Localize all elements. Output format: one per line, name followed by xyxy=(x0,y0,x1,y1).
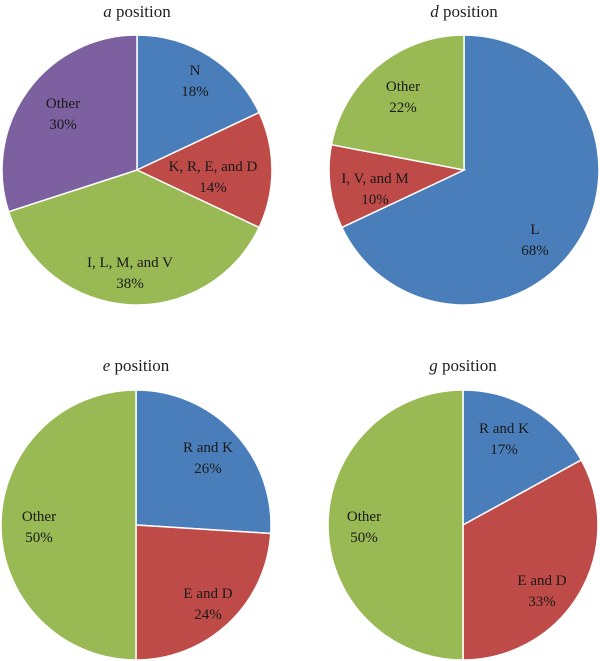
slice-category: Other xyxy=(22,509,56,525)
slice-percent: 33% xyxy=(528,594,556,610)
chart-title-letter: e xyxy=(103,356,111,375)
slice-label: E and D 24% xyxy=(183,586,232,623)
pie-slice xyxy=(135,389,272,535)
slice-category: I, V, and M xyxy=(341,171,408,187)
pie-slice xyxy=(327,389,464,661)
chart-title-text: position xyxy=(112,2,172,21)
pie-slice xyxy=(7,169,261,306)
slice-percent: 38% xyxy=(116,276,144,292)
slice-percent: 50% xyxy=(25,530,53,546)
slice-category: L xyxy=(530,222,539,238)
chart-title-text: position xyxy=(110,356,170,375)
pie-chart-g-position: g position R and K 17% E and D 33% Other 50% xyxy=(327,356,599,661)
slice-percent: 10% xyxy=(361,192,389,208)
chart-title-text: position xyxy=(439,2,499,21)
pie-chart-a-position: a position N 18% K, R, E, and D 14% I, L, M,… xyxy=(1,2,273,306)
pie-slice xyxy=(1,34,138,213)
pie-slice xyxy=(328,143,467,229)
slice-label: I, L, M, and V 38% xyxy=(87,255,173,292)
slice-percent: 24% xyxy=(194,607,222,623)
pie-slice xyxy=(136,34,261,172)
chart-title-text: position xyxy=(438,356,498,375)
slice-percent: 17% xyxy=(490,442,518,458)
slice-percent: 68% xyxy=(521,243,549,259)
slice-category: Other xyxy=(386,79,420,95)
slice-category: I, L, M, and V xyxy=(87,255,173,271)
slice-label: L 68% xyxy=(521,222,549,259)
slice-category: Other xyxy=(46,96,80,112)
slice-label: E and D 33% xyxy=(517,573,566,610)
slice-category: N xyxy=(190,63,201,79)
slice-label: Other 50% xyxy=(22,509,56,546)
slice-category: R and K xyxy=(183,440,233,456)
pie-slice xyxy=(135,524,272,661)
slice-percent: 26% xyxy=(194,461,222,477)
slice-category: R and K xyxy=(479,421,529,437)
slice-percent: 14% xyxy=(199,180,227,196)
slice-category: Other xyxy=(347,509,381,525)
pie-slice xyxy=(462,458,599,661)
slice-percent: 18% xyxy=(181,84,209,100)
slice-percent: 22% xyxy=(389,100,417,116)
slice-percent: 50% xyxy=(350,530,378,546)
slice-label: Other 30% xyxy=(46,96,80,133)
chart-title-d: d position xyxy=(430,2,498,21)
slice-label: N 18% xyxy=(181,63,209,100)
slice-percent: 30% xyxy=(49,117,77,133)
pie-slice xyxy=(0,389,137,661)
pie-slice xyxy=(340,34,600,306)
pie-slice xyxy=(330,34,465,171)
slice-label: I, V, and M 10% xyxy=(341,171,408,208)
chart-title-e: e position xyxy=(103,356,170,375)
pie-slice xyxy=(462,389,583,527)
chart-title-a: a position xyxy=(103,2,171,21)
pie-chart-e-position: e position R and K 26% E and D 24% Other 50% xyxy=(0,356,272,661)
slice-category: K, R, E, and D xyxy=(169,159,258,175)
pie-slice xyxy=(135,111,273,229)
slice-label: Other 50% xyxy=(347,509,381,546)
slice-label: K, R, E, and D 14% xyxy=(169,159,258,196)
slice-label: Other 22% xyxy=(386,79,420,116)
slice-category: E and D xyxy=(517,573,566,589)
chart-title-g: g position xyxy=(429,356,497,375)
slice-category: E and D xyxy=(183,586,232,602)
slice-label: R and K 26% xyxy=(183,440,233,477)
chart-title-letter: a xyxy=(103,2,112,21)
slice-label: R and K 17% xyxy=(479,421,529,458)
pie-chart-d-position: d position L 68% I, V, and M 10% Other 22% xyxy=(328,2,600,306)
chart-title-letter: g xyxy=(429,356,438,375)
chart-title-letter: d xyxy=(430,2,439,21)
